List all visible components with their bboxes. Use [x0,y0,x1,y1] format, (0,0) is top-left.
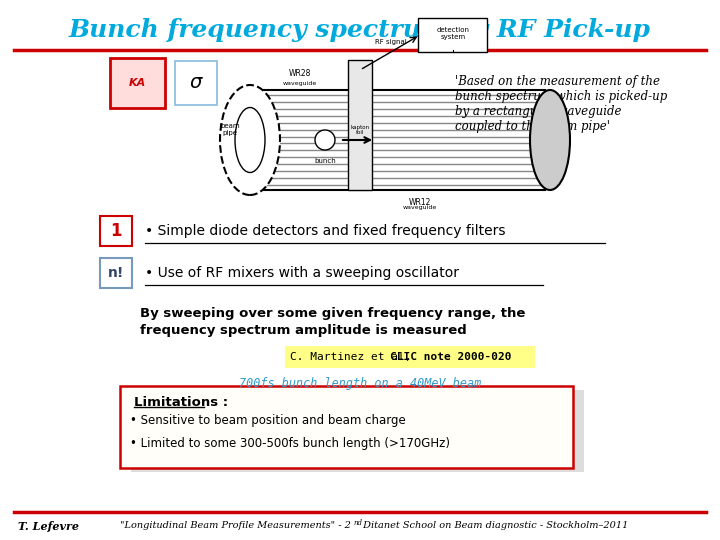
Text: • Sensitive to beam position and beam charge: • Sensitive to beam position and beam ch… [130,414,406,427]
Text: 1: 1 [110,222,122,240]
Ellipse shape [315,130,335,150]
Text: beam
pipe: beam pipe [220,124,240,137]
Text: bunch: bunch [314,158,336,164]
Text: waveguide: waveguide [403,205,437,210]
Text: By sweeping over some given frequency range, the: By sweeping over some given frequency ra… [140,307,526,320]
Text: "Longitudinal Beam Profile Measurements" - 2: "Longitudinal Beam Profile Measurements"… [120,522,351,530]
Bar [285,346,535,368]
Bar [100,258,132,288]
Bar [348,60,372,190]
Text: KA: KA [128,78,145,88]
Text: kapton
foil: kapton foil [351,125,369,136]
Text: nd: nd [353,519,362,527]
Text: RF signal: RF signal [375,39,407,45]
Ellipse shape [220,85,280,195]
Bar [120,386,573,468]
Bar [175,61,217,105]
Text: • Use of RF mixers with a sweeping oscillator: • Use of RF mixers with a sweeping oscil… [145,266,459,280]
Text: Bunch frequency spectrum by RF Pick-up: Bunch frequency spectrum by RF Pick-up [69,18,651,42]
Text: • Simple diode detectors and fixed frequency filters: • Simple diode detectors and fixed frequ… [145,224,505,238]
Text: WR12: WR12 [409,198,431,207]
Text: $\sigma$: $\sigma$ [189,73,204,92]
Bar [100,216,132,246]
Ellipse shape [530,90,570,190]
Text: WR28: WR28 [289,69,311,78]
Bar [110,58,165,108]
Text: detection
system: detection system [436,28,469,40]
Text: C. Martinez et al,: C. Martinez et al, [290,352,418,362]
Ellipse shape [235,107,265,172]
Text: waveguide: waveguide [283,81,317,86]
Text: • Limited to some 300-500fs bunch length (>170GHz): • Limited to some 300-500fs bunch length… [130,437,450,450]
Bar [131,390,584,472]
Text: Ditanet School on Beam diagnostic - Stockholm–2011: Ditanet School on Beam diagnostic - Stoc… [360,522,629,530]
Text: Limitations :: Limitations : [134,396,228,409]
Text: n!: n! [108,266,124,280]
Text: 700fs bunch length on a 40MeV beam: 700fs bunch length on a 40MeV beam [239,377,481,390]
Text: T. Lefevre: T. Lefevre [18,521,79,531]
Text: 'Based on the measurement of the
bunch spectrum which is picked-up
by a rectangu: 'Based on the measurement of the bunch s… [455,75,667,133]
Text: frequency spectrum amplitude is measured: frequency spectrum amplitude is measured [140,324,467,337]
FancyBboxPatch shape [418,18,487,52]
Text: CLIC note 2000-020: CLIC note 2000-020 [390,352,511,362]
